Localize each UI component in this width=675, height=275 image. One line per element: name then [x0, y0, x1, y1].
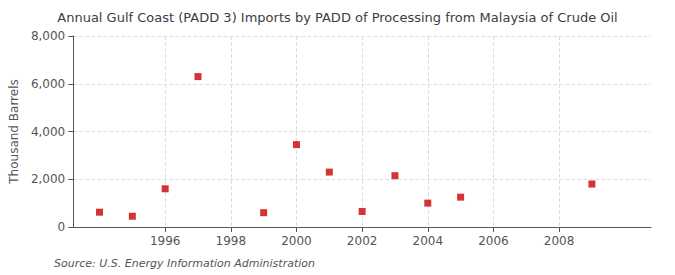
svg-text:2002: 2002 — [347, 234, 378, 248]
svg-text:2004: 2004 — [413, 234, 444, 248]
svg-text:2,000: 2,000 — [31, 172, 65, 186]
svg-text:2006: 2006 — [478, 234, 509, 248]
svg-text:4,000: 4,000 — [31, 125, 65, 139]
svg-text:2000: 2000 — [281, 234, 312, 248]
svg-text:Thousand Barrels: Thousand Barrels — [7, 79, 21, 184]
svg-text:6,000: 6,000 — [31, 77, 65, 91]
svg-text:Source: U.S. Energy Informatio: Source: U.S. Energy Information Administ… — [54, 257, 315, 270]
svg-text:0: 0 — [58, 220, 66, 234]
svg-text:Annual Gulf Coast (PADD 3) Imp: Annual Gulf Coast (PADD 3) Imports by PA… — [57, 10, 617, 25]
svg-text:8,000: 8,000 — [31, 29, 65, 43]
svg-text:1998: 1998 — [216, 234, 247, 248]
svg-text:2008: 2008 — [544, 234, 575, 248]
svg-text:1996: 1996 — [150, 234, 181, 248]
